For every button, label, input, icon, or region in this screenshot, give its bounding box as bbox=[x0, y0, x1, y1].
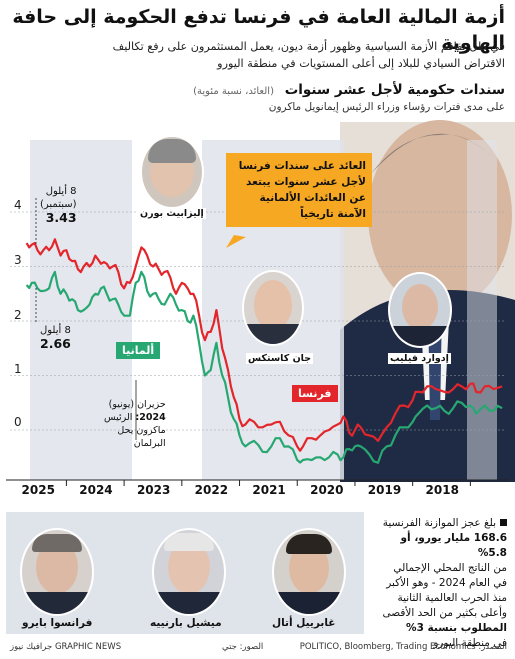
castex-label: جان كاستكس bbox=[246, 353, 314, 364]
attal-label: غابرييل أتال bbox=[272, 617, 336, 629]
x-label-2025: 2025 bbox=[21, 483, 55, 497]
dissolution-text-2: ماكرون يحل bbox=[117, 425, 166, 436]
deficit-line-8: في منطقة اليورو bbox=[433, 637, 507, 649]
y-tick-4: 4 bbox=[14, 198, 22, 212]
x-label-2022: 2022 bbox=[194, 483, 229, 497]
castex-photo bbox=[242, 270, 304, 346]
bayrou-label: فرانسوا بايرو bbox=[22, 617, 93, 629]
intro-line-1: في ظل تفاقم الأزمة السياسية وظهور أزمة د… bbox=[112, 40, 505, 53]
x-label-2021: 2021 bbox=[252, 483, 286, 497]
philippe-label: إدوارد فيليب bbox=[388, 353, 451, 364]
chart-subnote: على مدى فترات رؤساء وزراء الرئيس إيمانوي… bbox=[268, 101, 505, 113]
chart-title: سندات حكومية لأجل عشر سنوات (العائد، نسب… bbox=[10, 80, 505, 102]
dissolution-text-3: البرلمان bbox=[133, 438, 166, 449]
dissolution-year: 2024: bbox=[135, 412, 166, 423]
source-text: المصدر: POLITICO, Bloomberg, Trading Eco… bbox=[299, 642, 507, 652]
chart-title-text: سندات حكومية لأجل عشر سنوات bbox=[284, 82, 505, 98]
barnier-photo bbox=[152, 528, 226, 616]
dissolution-annotation: حزيران (يونيو) 2024: الرئيس ماكرون يحل ا… bbox=[104, 398, 166, 450]
x-label-2019: 2019 bbox=[367, 483, 402, 497]
deficit-text: بلغ عجز الموازنة الفرنسية 168.6 مليار يو… bbox=[377, 516, 507, 651]
x-label-2023: 2023 bbox=[136, 483, 171, 497]
deficit-line-7: المطلوب بنسبة 3% bbox=[406, 622, 507, 634]
attal-photo bbox=[272, 528, 346, 616]
france-value: 3.43 bbox=[45, 210, 77, 225]
intro-line-2: الاقتراض السيادي للبلاد إلى أعلى المستوي… bbox=[217, 57, 505, 70]
graphic-news-credit: GRAPHIC NEWS جرافيك نيوز bbox=[10, 642, 122, 652]
deficit-line-2: 168.6 مليار يورو، أو 5.8% bbox=[400, 532, 507, 559]
dissolution-text-1: الرئيس bbox=[104, 412, 133, 423]
france-tag: فرنسا bbox=[292, 385, 338, 402]
dissolution-date: حزيران (يونيو) bbox=[108, 399, 166, 410]
x-label-2024: 2024 bbox=[79, 483, 113, 497]
germany-value: 2.66 bbox=[40, 336, 71, 351]
germany-tag: ألمانيا bbox=[116, 342, 161, 359]
y-tick-0: 0 bbox=[14, 415, 22, 429]
philippe-photo bbox=[388, 272, 452, 348]
france-yield-line bbox=[25, 238, 503, 452]
chart-lines bbox=[25, 238, 503, 464]
band-bayrou-barnier bbox=[30, 140, 132, 480]
deficit-line-3: من الناتج المحلي الإجمالي bbox=[393, 562, 507, 574]
germany-date: 8 أيلول bbox=[40, 325, 71, 336]
france-date: 8 أيلول bbox=[45, 186, 77, 197]
band-philippe bbox=[467, 140, 497, 480]
photo-credit: الصور: جتي bbox=[222, 642, 264, 652]
borne-label: إليزابيث بورن bbox=[138, 208, 206, 219]
intro-text: في ظل تفاقم الأزمة السياسية وظهور أزمة د… bbox=[10, 38, 505, 72]
y-tick-3: 3 bbox=[14, 253, 22, 267]
y-tick-1: 1 bbox=[14, 362, 22, 376]
chart-title-note: (العائد، نسبة مئوية) bbox=[193, 86, 274, 97]
bayrou-photo bbox=[20, 528, 94, 616]
y-tick-2: 2 bbox=[14, 308, 22, 322]
borne-photo bbox=[140, 135, 204, 209]
x-label-2020: 2020 bbox=[310, 483, 344, 497]
deficit-line-5: منذ الحرب العالمية الثانية bbox=[397, 592, 507, 604]
callout-pointer bbox=[226, 235, 246, 248]
spread-callout: العائد على سندات فرنسا لأجل عشر سنوات يب… bbox=[226, 153, 372, 227]
france-date-note: (سبتمبر) bbox=[40, 199, 77, 210]
deficit-line-1: بلغ عجز الموازنة الفرنسية bbox=[382, 517, 496, 529]
germany-annotation: 8 أيلول 2.66 bbox=[40, 324, 71, 352]
x-axis-ticks bbox=[65, 480, 471, 486]
france-annotation: 8 أيلول (سبتمبر) 3.43 bbox=[40, 185, 77, 226]
germany-yield-line bbox=[25, 270, 503, 464]
barnier-label: ميشيل بارنييه bbox=[150, 617, 222, 629]
deficit-line-6: وأعلى بكثير من الحد الأقصى bbox=[382, 607, 508, 619]
page-title: أزمة المالية العامة في فرنسا تدفع الحكوم… bbox=[12, 6, 505, 54]
bullet-square bbox=[500, 519, 507, 526]
deficit-line-4: في العام 2024 - وهو الأكبر bbox=[386, 577, 507, 589]
x-label-2018: 2018 bbox=[425, 483, 459, 497]
